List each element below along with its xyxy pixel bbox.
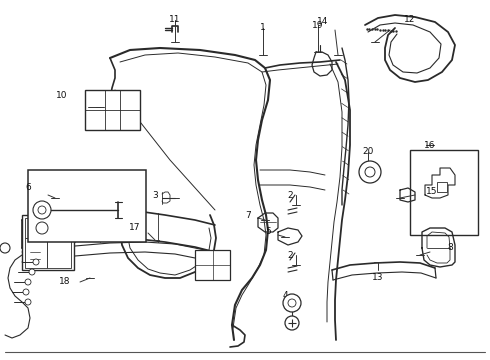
Text: 18: 18 (59, 278, 71, 287)
Text: 4: 4 (282, 291, 288, 300)
Circle shape (283, 294, 301, 312)
Circle shape (33, 259, 39, 265)
Circle shape (36, 222, 48, 234)
Circle shape (23, 289, 29, 295)
Circle shape (25, 279, 31, 285)
Circle shape (33, 201, 51, 219)
Bar (85, 90, 140, 130)
Circle shape (285, 316, 299, 330)
Text: 10: 10 (56, 90, 68, 99)
Text: 12: 12 (404, 15, 416, 24)
Bar (47, 218, 71, 238)
Text: 7: 7 (245, 211, 251, 220)
Text: 8: 8 (447, 243, 453, 252)
Text: 3: 3 (152, 190, 158, 199)
Text: 13: 13 (372, 274, 384, 283)
Text: 9: 9 (289, 320, 295, 329)
Bar (28, 170, 146, 242)
Circle shape (365, 167, 375, 177)
Text: 1: 1 (260, 23, 266, 32)
Circle shape (25, 299, 31, 305)
Bar (437, 182, 447, 192)
Bar (25, 238, 47, 268)
Text: 15: 15 (426, 188, 438, 197)
Circle shape (0, 243, 10, 253)
Text: 16: 16 (424, 140, 436, 149)
Bar (22, 215, 74, 270)
Bar (195, 250, 230, 280)
Text: 14: 14 (318, 18, 329, 27)
Bar (47, 238, 71, 268)
Bar (410, 150, 478, 235)
Text: 17: 17 (129, 224, 141, 233)
Circle shape (288, 299, 296, 307)
Circle shape (359, 161, 381, 183)
Circle shape (38, 206, 46, 214)
Text: 11: 11 (169, 15, 181, 24)
Text: 19: 19 (312, 21, 324, 30)
Text: 5: 5 (265, 228, 271, 237)
Text: 2: 2 (287, 190, 293, 199)
Circle shape (29, 269, 35, 275)
Text: 2: 2 (287, 251, 293, 260)
Text: 6: 6 (25, 184, 31, 193)
Text: 20: 20 (362, 148, 374, 157)
Bar (25, 218, 47, 238)
